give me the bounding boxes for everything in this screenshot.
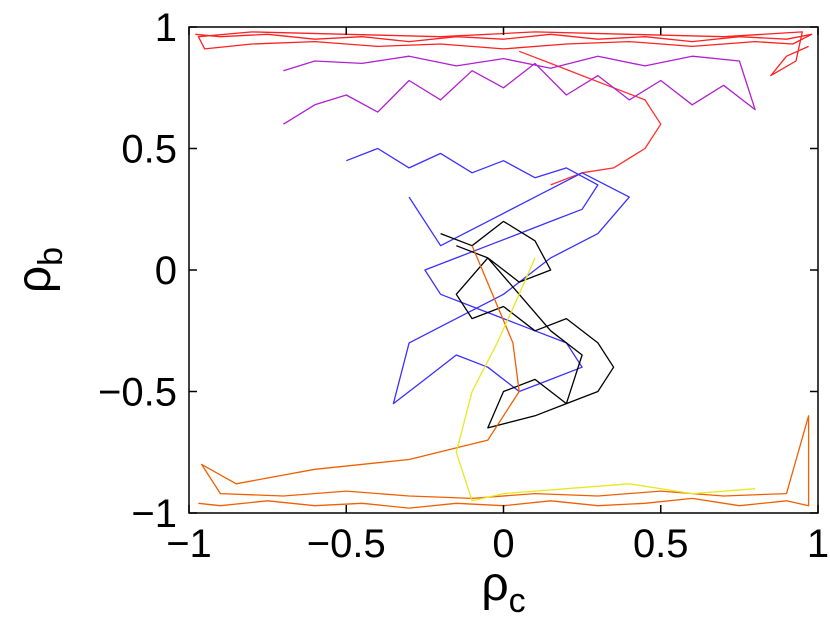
trajectory-line-2 xyxy=(283,55,756,125)
y-tick-label: 0 xyxy=(155,249,177,293)
trajectory-line-5 xyxy=(198,245,810,509)
x-axis-label-sub: c xyxy=(509,582,526,620)
y-tick-label: −1 xyxy=(131,492,177,536)
trajectory-line-3 xyxy=(346,147,630,405)
y-axis-ticks: −1 −0.5 0 0.5 1 xyxy=(98,6,818,536)
x-tick-label: −1 xyxy=(166,522,212,566)
x-tick-label: 0 xyxy=(492,522,514,566)
y-tick-label: −0.5 xyxy=(98,371,177,415)
y-tick-label: 1 xyxy=(155,6,177,50)
y-axis-label-main: ρ xyxy=(8,266,61,293)
x-axis-ticks: −1 −0.5 0 0.5 1 xyxy=(166,27,829,566)
trajectory-line-0 xyxy=(195,31,813,77)
trajectory-series-group xyxy=(195,31,813,509)
x-tick-label: −0.5 xyxy=(307,522,386,566)
x-tick-label: 0.5 xyxy=(633,522,689,566)
x-axis-label: ρc xyxy=(481,558,525,620)
y-tick-label: 0.5 xyxy=(121,128,177,172)
trajectory-line-6 xyxy=(455,257,756,502)
x-tick-label: 1 xyxy=(807,522,829,566)
x-axis-label-main: ρ xyxy=(481,558,508,611)
y-axis-label: ρb xyxy=(8,247,70,293)
trajectory-line-4 xyxy=(440,220,615,429)
y-axis-label-sub: b xyxy=(32,247,70,266)
trajectory-line-1 xyxy=(518,50,662,186)
